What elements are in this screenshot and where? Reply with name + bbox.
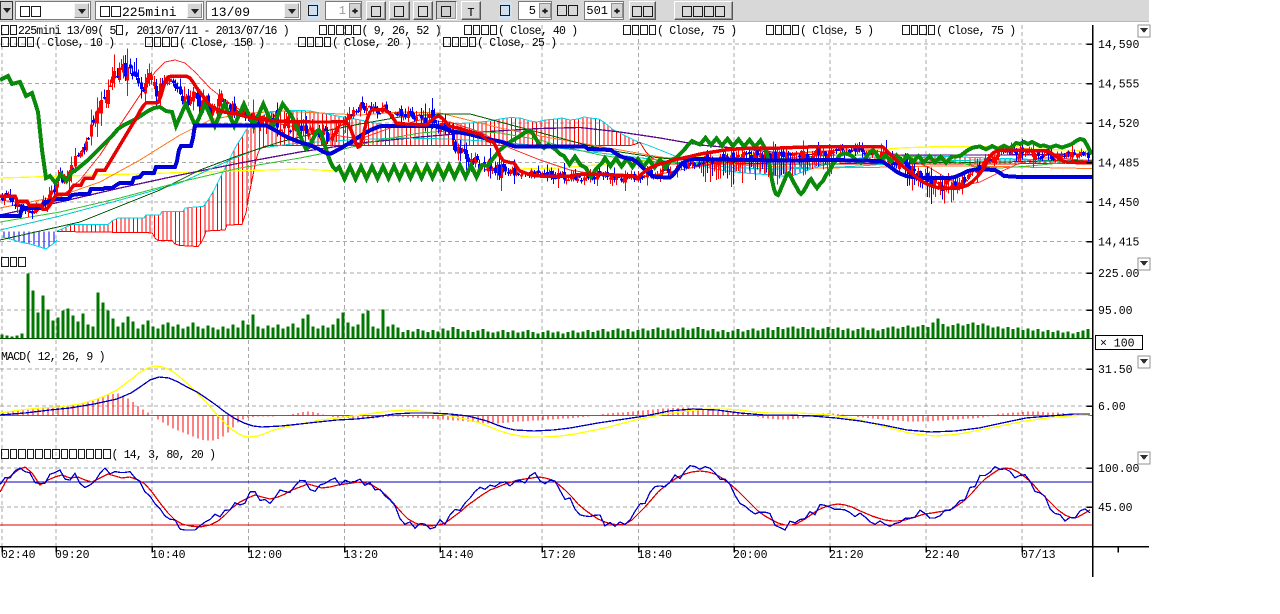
svg-text:20:00: 20:00 (733, 549, 768, 562)
svg-text:17:20: 17:20 (541, 549, 576, 562)
svg-text:31.50: 31.50 (1098, 364, 1133, 377)
svg-text:14,415: 14,415 (1098, 237, 1140, 250)
svg-text:21:20: 21:20 (829, 549, 864, 562)
svg-text:07/13: 07/13 (1021, 549, 1056, 562)
svg-text:14,520: 14,520 (1098, 118, 1140, 131)
svg-text:09:20: 09:20 (55, 549, 90, 562)
svg-text:14,590: 14,590 (1098, 39, 1140, 52)
svg-text:95.00: 95.00 (1098, 305, 1133, 318)
svg-text:18:40: 18:40 (638, 549, 673, 562)
svg-text:6.00: 6.00 (1098, 401, 1126, 414)
svg-text:02:40: 02:40 (1, 549, 36, 562)
svg-text:45.00: 45.00 (1098, 502, 1133, 515)
svg-text:14:40: 14:40 (439, 549, 474, 562)
svg-text:12:00: 12:00 (248, 549, 283, 562)
svg-text:100.00: 100.00 (1098, 463, 1140, 476)
svg-text:× 100: × 100 (1100, 338, 1135, 351)
svg-text:14,450: 14,450 (1098, 197, 1140, 210)
svg-text:14,485: 14,485 (1098, 158, 1140, 171)
svg-text:14,555: 14,555 (1098, 79, 1140, 92)
svg-text:22:40: 22:40 (925, 549, 960, 562)
svg-text:13:20: 13:20 (344, 549, 379, 562)
svg-text:10:40: 10:40 (151, 549, 186, 562)
svg-text:225.00: 225.00 (1098, 268, 1140, 281)
